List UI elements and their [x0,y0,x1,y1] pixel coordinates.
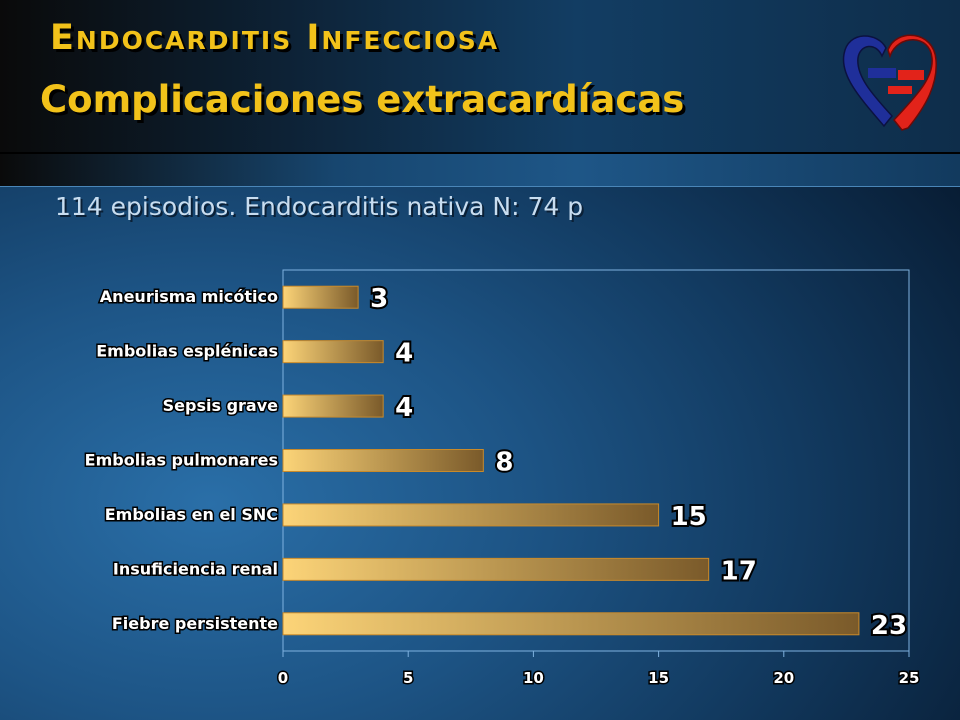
x-tick-label: 5 [403,669,413,687]
bar-chart: Aneurisma micótico 3 Embolias esplénicas 4 S… [83,269,921,689]
bar [282,394,384,418]
bar [282,340,384,364]
data-label: 4 [395,393,413,423]
category-label: Embolias pulmonares [85,451,278,470]
category-label: Aneurisma micótico [100,287,278,306]
x-tick-label: 10 [523,669,544,687]
category-label: Insuficiencia renal [113,559,278,578]
header-divider [0,152,960,187]
data-label: 15 [671,502,707,532]
bar [282,503,660,527]
bar [282,557,710,581]
page-title: Endocarditis Infecciosa [50,18,500,58]
data-label: 23 [871,611,907,641]
category-label: Embolias en el SNC [105,505,278,524]
data-label: 17 [721,556,757,586]
page-subtitle: Complicaciones extracardíacas [40,78,685,121]
category-label: Embolias esplénicas [96,342,278,361]
x-tick-label: 15 [648,669,669,687]
category-label: Sepsis grave [163,396,279,415]
x-tick-label: 0 [278,669,288,687]
bar [282,449,484,472]
header-band [0,0,960,152]
data-label: 8 [495,448,513,478]
bar [282,612,860,636]
x-tick-label: 20 [773,669,794,687]
data-label: 4 [395,339,413,369]
heart-logo-icon [838,28,938,136]
bar [282,285,359,309]
sample-note: 114 episodios. Endocarditis nativa N: 74… [55,192,584,221]
x-tick-label: 25 [899,669,920,687]
data-label: 3 [370,284,388,314]
category-label: Fiebre persistente [112,614,278,633]
